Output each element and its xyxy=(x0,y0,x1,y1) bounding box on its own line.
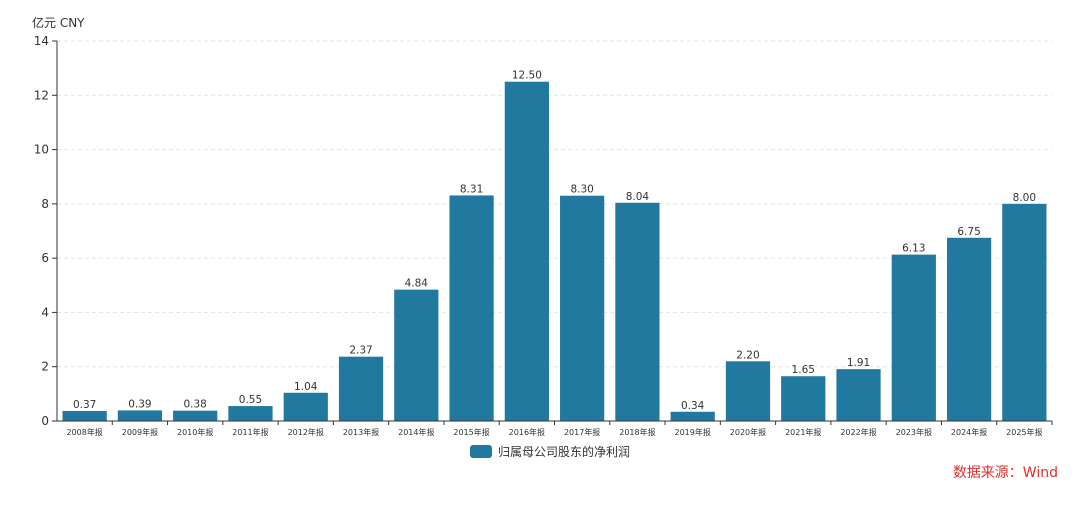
x-tick-label: 2018年报 xyxy=(619,427,655,437)
y-tick-label: 8 xyxy=(41,197,49,211)
value-labels: 0.37 0.39 0.38 0.55 1.04 2.37 4.84 8.31 12.50 8.3… xyxy=(73,70,1036,412)
x-tick-label: 2013年报 xyxy=(343,427,379,437)
bar[interactable] xyxy=(283,392,328,421)
bar[interactable] xyxy=(449,195,494,421)
x-tick-label: 2025年报 xyxy=(1006,427,1042,437)
bar-value-label: 4.84 xyxy=(405,278,429,290)
bar-value-label: 8.31 xyxy=(460,183,483,195)
x-tick-label: 2017年报 xyxy=(564,427,600,437)
bar[interactable] xyxy=(117,410,163,421)
bar-value-label: 1.04 xyxy=(294,381,318,393)
bar[interactable] xyxy=(725,361,771,421)
bar-value-label: 8.00 xyxy=(1013,192,1036,204)
x-tick-label: 2008年报 xyxy=(66,427,102,437)
x-tick-label: 2020年报 xyxy=(730,427,766,437)
bars xyxy=(62,81,1047,421)
x-axis-ticks: 2008年报 2009年报 2010年报 2011年报 2012年报 2013年报 2014… xyxy=(66,421,1053,437)
bar-value-label: 2.37 xyxy=(349,345,372,357)
bar[interactable] xyxy=(228,406,273,421)
bar-value-label: 6.75 xyxy=(957,226,980,238)
y-tick-label: 0 xyxy=(41,414,49,428)
y-tick-label: 12 xyxy=(34,88,49,102)
bar[interactable] xyxy=(670,411,715,421)
y-tick-label: 4 xyxy=(41,305,49,319)
x-tick-label: 2010年报 xyxy=(177,427,213,437)
bar[interactable] xyxy=(62,410,107,421)
x-tick-label: 2016年报 xyxy=(509,427,545,437)
bar[interactable] xyxy=(781,376,826,421)
bar-value-label: 0.37 xyxy=(73,399,96,411)
legend[interactable]: 归属母公司股东的净利润 xyxy=(470,443,630,460)
y-axis-unit-label: 亿元 CNY xyxy=(32,16,85,30)
bar-value-label: 8.30 xyxy=(570,184,593,196)
bar-value-label: 0.34 xyxy=(681,400,705,412)
x-tick-label: 2022年报 xyxy=(840,427,876,437)
bar[interactable] xyxy=(615,202,660,421)
bar[interactable] xyxy=(836,369,881,421)
bar-value-label: 8.04 xyxy=(626,191,650,203)
y-tick-label: 2 xyxy=(41,360,49,374)
legend-swatch xyxy=(470,445,492,458)
y-tick-label: 6 xyxy=(41,251,49,265)
data-source-note: 数据来源：Wind xyxy=(952,465,1058,481)
y-tick-label: 10 xyxy=(34,143,49,157)
bar[interactable] xyxy=(394,289,439,421)
x-tick-label: 2014年报 xyxy=(398,427,434,437)
x-tick-label: 2012年报 xyxy=(288,427,324,437)
bar[interactable] xyxy=(891,254,936,421)
x-tick-label: 2023年报 xyxy=(896,427,932,437)
x-tick-label: 2015年报 xyxy=(453,427,489,437)
bar-value-label: 6.13 xyxy=(902,243,925,255)
bar[interactable] xyxy=(173,410,218,421)
bar[interactable] xyxy=(560,195,605,421)
legend-label: 归属母公司股东的净利润 xyxy=(498,445,631,459)
gridlines xyxy=(57,40,1052,368)
bar-value-label: 0.38 xyxy=(183,399,206,411)
x-tick-label: 2009年报 xyxy=(122,427,158,437)
bar[interactable] xyxy=(504,81,549,421)
bar-value-label: 0.39 xyxy=(128,398,151,410)
x-tick-label: 2011年报 xyxy=(232,427,268,437)
bar-value-label: 2.20 xyxy=(736,349,759,361)
y-axis-ticks: 0 2 4 6 8 10 12 14 xyxy=(34,34,57,428)
bar-value-label: 0.55 xyxy=(239,394,262,406)
y-tick-label: 14 xyxy=(34,34,49,48)
bar[interactable] xyxy=(946,237,992,421)
x-tick-label: 2021年报 xyxy=(785,427,821,437)
bar[interactable] xyxy=(1002,203,1047,421)
bar-value-label: 1.65 xyxy=(792,364,815,376)
x-tick-label: 2024年报 xyxy=(951,427,987,437)
bar[interactable] xyxy=(338,356,384,421)
bar-value-label: 1.91 xyxy=(847,357,870,369)
x-tick-label: 2019年报 xyxy=(675,427,711,437)
bar-value-label: 12.50 xyxy=(512,70,542,82)
